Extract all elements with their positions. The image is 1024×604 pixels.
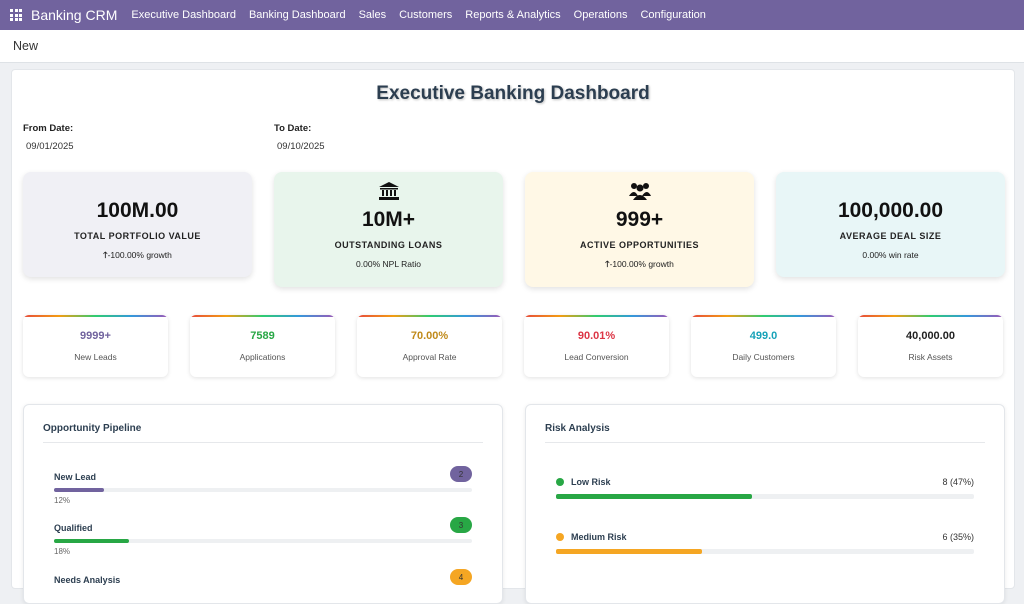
risk-progress-track [556, 494, 974, 499]
kpi-value: 100M.00 [96, 199, 179, 222]
risk-count: 6 (35%) [942, 532, 974, 542]
kpi-value: 100,000.00 [837, 199, 944, 222]
kpi-subtext: 🡑-100.00% growth [103, 250, 172, 260]
app-title[interactable]: Banking CRM [31, 7, 118, 23]
stage-progress-track [54, 539, 472, 543]
status-dot-icon [556, 533, 564, 541]
metric-value: 40,000.00 [906, 330, 955, 342]
kpi-subtext: 🡑-100.00% growth [605, 259, 674, 269]
to-date-input[interactable]: 09/10/2025 [277, 141, 325, 152]
risk-level-low[interactable]: Low Risk 8 (47%) [556, 477, 974, 499]
metric-strip [190, 315, 335, 317]
metric-card-applications: 7589 Applications [190, 315, 335, 377]
metric-label: New Leads [74, 352, 117, 362]
metric-value: 70.00% [410, 330, 449, 342]
metric-card-new-leads: 9999+ New Leads [23, 315, 168, 377]
panel-title: Opportunity Pipeline [43, 423, 142, 434]
metric-card-lead-conversion: 90.01% Lead Conversion [524, 315, 669, 377]
risk-name: Medium Risk [571, 532, 627, 542]
metric-label: Risk Assets [908, 352, 953, 362]
stage-percent: 18% [54, 547, 71, 556]
stage-count-badge: 3 [450, 517, 472, 533]
kpi-label: ACTIVE OPPORTUNITIES [579, 240, 699, 250]
metric-strip [524, 315, 669, 317]
stage-progress-track [54, 488, 472, 492]
users-icon [525, 182, 754, 202]
metric-value: 9999+ [80, 330, 111, 342]
kpi-value: 999+ [615, 208, 664, 231]
kpi-card-loans: 10M+ OUTSTANDING LOANS 0.00% NPL Ratio [274, 172, 503, 287]
stage-name: Needs Analysis [54, 575, 121, 585]
metric-value: 90.01% [577, 330, 616, 342]
page-title: Executive Banking Dashboard [376, 83, 650, 104]
metric-value: 499.0 [749, 330, 778, 342]
risk-progress-fill [556, 549, 703, 554]
pipeline-stage-new-lead[interactable]: New Lead 2 12% [54, 466, 472, 505]
to-date-field: To Date: 09/10/2025 [274, 123, 325, 152]
metric-label: Applications [239, 352, 286, 362]
pipeline-stage-qualified[interactable]: Qualified 3 18% [54, 517, 472, 556]
from-date-field: From Date: 09/01/2025 [23, 123, 74, 152]
metric-card-risk-assets: 40,000.00 Risk Assets [858, 315, 1003, 377]
metric-label: Daily Customers [732, 352, 795, 362]
metric-strip [357, 315, 502, 317]
kpi-label: OUTSTANDING LOANS [334, 240, 443, 250]
stage-name: New Lead [54, 472, 97, 482]
up-arrow-icon: 🡑 [103, 250, 108, 260]
stage-progress-fill [54, 539, 130, 543]
kpi-card-deal-size: 100,000.00 AVERAGE DEAL SIZE 0.00% win r… [776, 172, 1005, 277]
dashboard-sheet: Executive Banking Dashboard From Date: 0… [11, 69, 1015, 604]
nav-sales[interactable]: Sales [358, 9, 387, 21]
pipeline-stage-needs-analysis[interactable]: Needs Analysis 4 [54, 569, 472, 585]
stage-count-badge: 4 [450, 569, 472, 585]
opportunity-pipeline-panel: Opportunity Pipeline New Lead 2 12% Qual… [23, 404, 503, 604]
risk-analysis-panel: Risk Analysis Low Risk 8 (47%) Medium Ri… [525, 404, 1005, 604]
top-navbar: Banking CRM Executive Dashboard Banking … [0, 0, 1024, 30]
bank-icon [274, 182, 503, 202]
apps-grid-icon[interactable] [10, 9, 22, 21]
divider [545, 442, 985, 443]
kpi-card-opportunities: 999+ ACTIVE OPPORTUNITIES 🡑-100.00% grow… [525, 172, 754, 287]
nav-operations[interactable]: Operations [573, 9, 628, 21]
metric-strip [23, 315, 168, 317]
from-date-label: From Date: [23, 123, 74, 134]
status-dot-icon [556, 478, 564, 486]
nav-configuration[interactable]: Configuration [640, 9, 706, 21]
to-date-label: To Date: [274, 123, 312, 134]
nav-reports-analytics[interactable]: Reports & Analytics [465, 9, 561, 21]
up-arrow-icon: 🡑 [605, 259, 610, 269]
from-date-input[interactable]: 09/01/2025 [26, 141, 74, 152]
metric-strip [691, 315, 836, 317]
kpi-card-portfolio: 100M.00 TOTAL PORTFOLIO VALUE 🡑-100.00% … [23, 172, 252, 277]
risk-progress-track [556, 549, 974, 554]
kpi-subtext: 0.00% win rate [862, 250, 919, 260]
kpi-subtext: 0.00% NPL Ratio [356, 259, 421, 269]
stage-percent: 12% [54, 496, 71, 505]
nav-banking-dashboard[interactable]: Banking Dashboard [248, 9, 346, 21]
kpi-label: TOTAL PORTFOLIO VALUE [74, 231, 201, 241]
stage-progress-fill [54, 488, 105, 492]
metric-label: Lead Conversion [564, 352, 629, 362]
metric-strip [858, 315, 1003, 317]
nav-executive-dashboard[interactable]: Executive Dashboard [131, 9, 236, 21]
control-panel: New [0, 30, 1024, 63]
metric-value: 7589 [250, 330, 275, 342]
stage-count-badge: 2 [450, 466, 472, 482]
divider [43, 442, 483, 443]
stage-name: Qualified [54, 523, 93, 533]
risk-level-medium[interactable]: Medium Risk 6 (35%) [556, 532, 974, 554]
metric-label: Approval Rate [402, 352, 457, 362]
risk-count: 8 (47%) [942, 477, 974, 487]
risk-name: Low Risk [571, 477, 611, 487]
kpi-label: AVERAGE DEAL SIZE [839, 231, 942, 241]
breadcrumb[interactable]: New [13, 39, 39, 53]
kpi-value: 10M+ [361, 208, 416, 231]
metric-card-approval-rate: 70.00% Approval Rate [357, 315, 502, 377]
panel-title: Risk Analysis [545, 423, 610, 434]
metric-card-daily-customers: 499.0 Daily Customers [691, 315, 836, 377]
nav-customers[interactable]: Customers [399, 9, 453, 21]
risk-progress-fill [556, 494, 753, 499]
